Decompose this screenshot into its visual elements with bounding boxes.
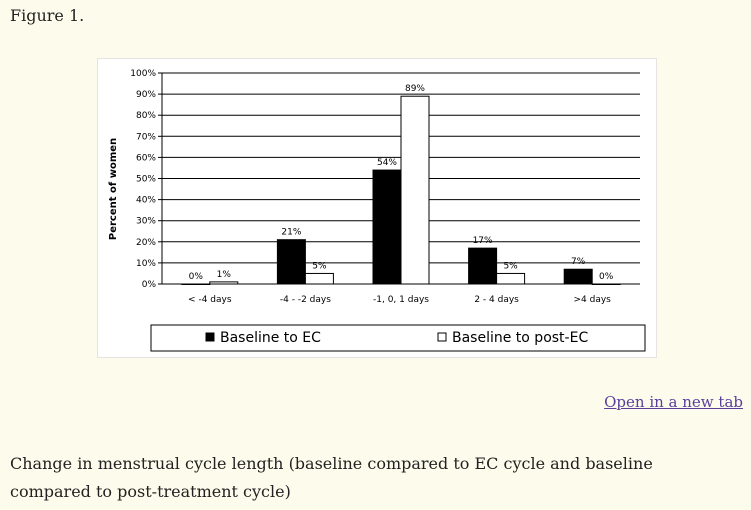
data-label: 7% [571,257,586,267]
data-label: 89% [405,84,425,94]
y-tick-labels: 0% 10% 20% 30% 40% 50% 60% 70% 80% 90% 100% [130,69,156,290]
legend-swatch [205,332,215,342]
y-tick-label: 60% [136,153,156,163]
y-tick-label: 10% [136,259,156,269]
x-tick-labels: < -4 days -4 - -2 days -1, 0, 1 days 2 - 4 … [188,295,611,305]
x-tick-label: -1, 0, 1 days [373,295,429,305]
bar [400,95,430,285]
bar [563,268,593,285]
x-tick-label: < -4 days [188,295,232,305]
legend-entry: Baseline to EC [220,330,321,346]
y-tick-label: 100% [130,69,156,79]
y-tick-label: 0% [142,280,157,290]
bar [496,272,526,285]
bar [209,281,239,285]
data-labels: 0% 1% 21% 5% 54% 89% 17% 5% 7% 0% [189,84,614,282]
figure-image[interactable]: 0% 10% 20% 30% 40% 50% 60% 70% 80% 90% 100% 0% 1% 21… [97,58,657,358]
data-label: 5% [312,261,327,271]
bar [372,169,402,285]
data-label: 0% [189,272,204,282]
legend-entry: Baseline to post-EC [452,330,588,346]
data-label: 5% [503,261,518,271]
bars [181,95,621,285]
bar [591,283,621,285]
x-tick-label: -4 - -2 days [280,295,331,305]
bar [276,239,306,285]
legend-swatch [437,332,447,342]
bar [181,283,211,285]
figure-caption: Change in menstrual cycle length (baseli… [10,454,653,501]
bar-chart: 0% 10% 20% 30% 40% 50% 60% 70% 80% 90% 100% 0% 1% 21… [108,69,646,352]
y-tick-label: 20% [136,238,156,248]
legend-box [150,324,646,352]
x-tick-label: >4 days [574,295,612,305]
legend: Baseline to EC Baseline to post-EC [150,324,646,352]
y-tick-label: 90% [136,90,156,100]
bar [304,272,334,285]
y-axis-label: Percent of women [108,138,119,240]
y-tick-label: 30% [136,217,156,227]
y-tick-label: 70% [136,132,156,142]
y-tick-label: 40% [136,196,156,206]
data-label: 21% [281,228,301,238]
data-label: 1% [217,270,232,280]
y-tick-label: 80% [136,111,156,121]
bar [468,247,498,285]
data-label: 54% [377,158,397,168]
data-label: 0% [599,272,614,282]
data-label: 17% [473,236,493,246]
open-in-new-tab-link[interactable]: Open in a new tab [604,393,743,411]
y-tick-label: 50% [136,175,156,185]
x-tick-label: 2 - 4 days [474,295,519,305]
figure-title: Figure 1. [10,6,85,25]
